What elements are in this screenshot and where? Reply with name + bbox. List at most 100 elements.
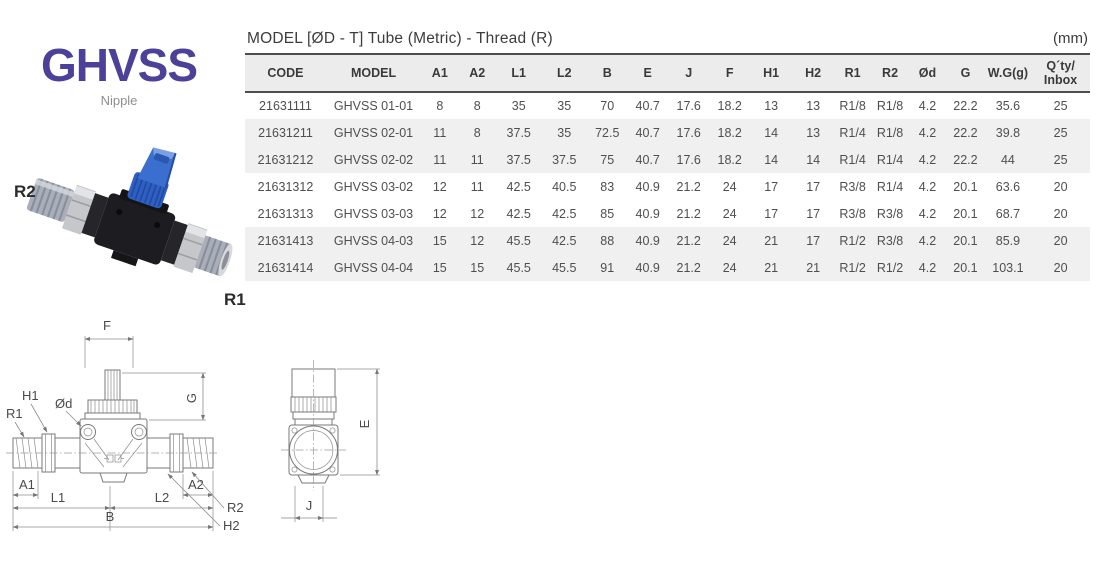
dim-label-h2: H2 — [223, 518, 240, 533]
table-row: 21631312 GHVSS 03-02 12 11 42.5 40.5 83 40.9 21.… — [245, 173, 1090, 200]
col-header-qty: Q´ty/ Inbox — [1031, 53, 1090, 93]
column-header-row: CODE MODEL A1 A2 L1 L2 B E J F H1 H2 R1 … — [245, 53, 1090, 93]
dim-label-b: B — [106, 509, 115, 524]
spec-cell: 21631312 — [257, 179, 314, 194]
spec-cell: 42.5 — [552, 206, 577, 221]
spec-cell: 21631212 — [245, 146, 326, 173]
spec-cell: 40.7 — [635, 99, 660, 113]
table-row: 21631212 GHVSS 02-02 11 11 37.5 37.5 75 40.7 17.… — [245, 146, 1090, 173]
dim-label-e: E — [357, 419, 372, 428]
dim-label-a2: A2 — [188, 477, 204, 492]
spec-cell: 24 — [722, 179, 737, 194]
spec-cell: 18.2 — [709, 146, 750, 173]
spec-cell: GHVSS 04-04 — [325, 254, 422, 281]
spec-cell: 40.9 — [627, 254, 668, 281]
spec-cell: 18.2 — [709, 119, 750, 146]
spec-cell: 21 — [749, 254, 793, 281]
spec-cell: 37.5 — [541, 146, 588, 173]
col-header-l1: L1 — [495, 53, 542, 93]
photo-label-r2: R2 — [14, 182, 36, 201]
spec-cell: 4.2 — [918, 179, 937, 194]
spec-cell: 15 — [421, 254, 459, 281]
series-title: GHVSS — [40, 39, 198, 91]
spec-cell: 25 — [1031, 146, 1090, 173]
spec-cell: 12 — [432, 206, 447, 221]
spec-cell: 88 — [587, 227, 628, 254]
spec-cell: 11 — [470, 179, 484, 194]
spec-cell: 18.2 — [717, 99, 742, 113]
spec-cell: GHVSS 04-03 — [325, 227, 422, 254]
spec-cell: 22.2 — [946, 146, 985, 173]
spec-cell: 17 — [764, 206, 779, 221]
spec-cell: 42.5 — [506, 206, 531, 221]
spec-cell: 20 — [1031, 254, 1090, 281]
dim-label-r1: R1 — [6, 406, 23, 421]
spec-cell: 17 — [764, 179, 779, 194]
spec-cell: R3/8 — [839, 206, 866, 221]
spec-cell: 39.8 — [984, 119, 1032, 146]
brand-block: GHVSS Nipple — [34, 40, 204, 108]
table-row: 21631111 GHVSS 01-01 8 8 35 35 70 40.7 17.6 18.2 1… — [245, 92, 1090, 119]
spec-table-section: MODEL [ØD - T] Tube (Metric) - Thread (R… — [245, 30, 1090, 281]
spec-cell: 22.2 — [953, 99, 978, 113]
col-header-model: MODEL — [325, 53, 422, 93]
col-header-r1: R1 — [833, 53, 872, 93]
spec-cell: 40.7 — [627, 146, 668, 173]
spec-cell: R1/4 — [876, 179, 904, 194]
table-row: 21631414 GHVSS 04-04 15 15 45.5 45.5 91 40.9 21.… — [245, 254, 1090, 281]
table-row: 21631413 GHVSS 04-03 15 12 45.5 42.5 88 40.9 21.… — [245, 227, 1090, 254]
spec-cell: 21.2 — [667, 254, 710, 281]
spec-cell: 20 — [1053, 206, 1068, 221]
spec-cell: 21631313 — [257, 206, 314, 221]
spec-cell: 4.2 — [918, 99, 937, 113]
spec-cell: 35.6 — [995, 99, 1021, 113]
qty-header-line1: Q´ty/ — [1046, 58, 1075, 73]
spec-cell: 14 — [749, 146, 793, 173]
spec-cell: R1/2 — [833, 254, 872, 281]
spec-cell: 37.5 — [495, 119, 542, 146]
spec-cell: R1/2 — [871, 254, 909, 281]
side-view-drawing: F G H1 R1 Ød A1 A2 L1 L2 B R2 H2 — [6, 312, 252, 567]
spec-cell: 4.2 — [908, 254, 947, 281]
spec-cell: 14 — [749, 119, 793, 146]
spec-cell: 85.9 — [984, 227, 1032, 254]
col-header-code: CODE — [245, 53, 326, 93]
spec-cell: 11 — [421, 146, 459, 173]
spec-cell: 4.2 — [918, 206, 937, 221]
spec-cell: 17.6 — [667, 146, 710, 173]
spec-cell: R1/8 — [839, 99, 866, 113]
spec-cell: 21631211 — [245, 119, 326, 146]
spec-cell: 45.5 — [541, 254, 588, 281]
spec-cell: 8 — [436, 99, 444, 113]
spec-cell: 17.6 — [676, 99, 701, 113]
spec-cell: R1/4 — [833, 146, 872, 173]
dim-label-r2: R2 — [227, 500, 244, 515]
spec-cell: 75 — [587, 146, 628, 173]
spec-cell: 8 — [473, 99, 481, 113]
spec-cell: 83 — [600, 179, 615, 194]
spec-cell: 103.1 — [984, 254, 1032, 281]
col-header-j: J — [667, 53, 710, 93]
spec-cell: GHVSS 01-01 — [333, 99, 414, 113]
spec-cell: R1/4 — [833, 119, 872, 146]
spec-cell: 20.1 — [953, 179, 978, 194]
spec-cell: 68.7 — [995, 206, 1021, 221]
table-row: 21631313 GHVSS 03-03 12 12 42.5 42.5 85 40.9 21.… — [245, 200, 1090, 227]
col-header-r2: R2 — [871, 53, 909, 93]
spec-cell: 17 — [806, 206, 821, 221]
spec-cell: R3/8 — [876, 206, 904, 221]
spec-cell: 21 — [749, 227, 793, 254]
spec-cell: 4.2 — [908, 227, 947, 254]
spec-cell: 40.9 — [635, 206, 660, 221]
photo-label-r1: R1 — [224, 290, 246, 309]
spec-cell: R1/2 — [833, 227, 872, 254]
dim-label-h1: H1 — [22, 388, 39, 403]
col-header-a1: A1 — [421, 53, 459, 93]
spec-cell: 20.1 — [953, 206, 978, 221]
spec-cell: 12 — [470, 206, 485, 221]
col-header-e: E — [627, 53, 668, 93]
product-type-label: Nipple — [100, 92, 138, 108]
valve-body — [94, 193, 176, 265]
dim-label-f: F — [103, 318, 111, 333]
spec-cell: R1/8 — [871, 119, 909, 146]
